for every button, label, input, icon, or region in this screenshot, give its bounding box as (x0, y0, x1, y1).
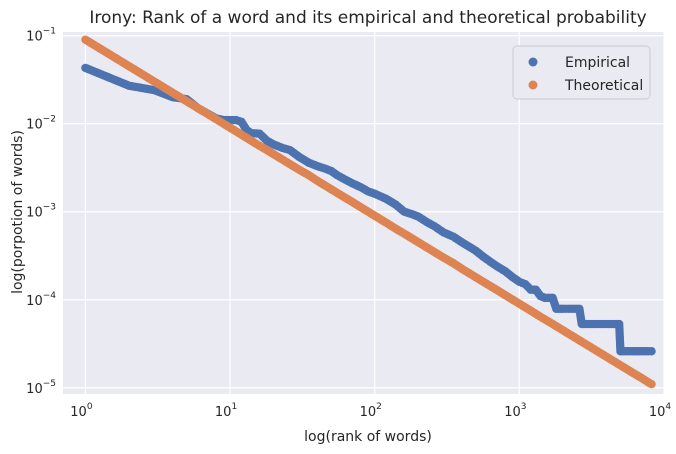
x-tick-base: 10 (215, 405, 232, 420)
y-tick-exponent: −4 (43, 291, 57, 301)
x-tick-label: 102 (360, 402, 382, 420)
x-tick-exponent: 2 (376, 402, 382, 412)
y-tick-exponent: −3 (43, 203, 56, 213)
y-tick-base: 10 (26, 118, 43, 133)
y-tick-exponent: −5 (43, 379, 56, 389)
x-axis-label: log(rank of words) (304, 429, 432, 445)
y-tick-label: 10−4 (26, 291, 56, 309)
y-tick-label: 10−3 (26, 203, 56, 221)
legend-label-empirical: Empirical (565, 55, 630, 71)
x-tick-base: 10 (649, 405, 666, 420)
y-axis-ticks: 10−510−410−310−210−1 (26, 27, 56, 397)
x-tick-label: 100 (70, 402, 93, 420)
point-empirical (647, 347, 656, 356)
x-tick-base: 10 (360, 405, 377, 420)
x-axis-ticks: 100 101 102 103 104 (70, 402, 671, 420)
x-tick-label: 104 (649, 402, 672, 420)
legend-label-theoretical: Theoretical (564, 78, 643, 94)
x-tick-exponent: 1 (231, 402, 237, 412)
legend-box (512, 45, 651, 100)
data-series (81, 35, 656, 389)
y-tick-base: 10 (26, 206, 43, 221)
series-empirical (81, 63, 656, 356)
y-tick-label: 10−5 (26, 379, 56, 397)
y-tick-exponent: −1 (43, 27, 56, 37)
y-tick-base: 10 (26, 382, 43, 397)
point-theoretical (647, 379, 656, 389)
chart-title: Irony: Rank of a word and its empirical … (89, 8, 646, 28)
y-tick-base: 10 (26, 30, 43, 45)
legend-marker-theoretical (528, 80, 538, 90)
y-tick-label: 10−1 (26, 27, 56, 45)
y-axis-label: log(porpotion of words) (10, 130, 26, 294)
x-tick-exponent: 3 (521, 402, 527, 412)
x-tick-exponent: 4 (665, 402, 671, 412)
x-tick-label: 103 (504, 402, 526, 420)
x-tick-base: 10 (70, 405, 87, 420)
x-tick-label: 101 (215, 402, 237, 420)
x-tick-base: 10 (504, 405, 521, 420)
legend: Empirical Theoretical (512, 45, 651, 100)
series-theoretical (81, 35, 656, 389)
x-tick-exponent: 0 (87, 402, 93, 412)
y-tick-base: 10 (26, 294, 43, 309)
y-tick-exponent: −2 (43, 115, 56, 125)
legend-marker-empirical (528, 57, 538, 67)
y-tick-label: 10−2 (26, 115, 56, 133)
